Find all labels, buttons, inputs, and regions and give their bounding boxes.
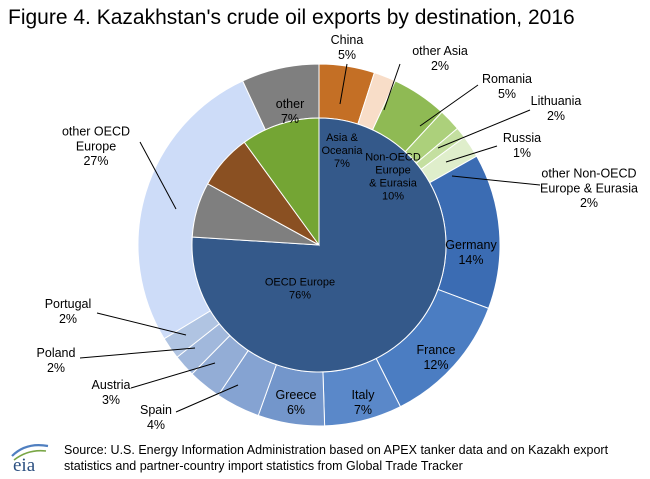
outer-label-other-oecd-europe: other OECD Europe 27% bbox=[62, 125, 130, 169]
leader-other-non-oecd-europe-and-eurasia bbox=[451, 175, 541, 186]
outer-label-spain: Spain 4% bbox=[140, 403, 172, 432]
inner-label-asia-and-oceania: Asia & Oceania 7% bbox=[322, 132, 364, 170]
eia-logo: eia bbox=[8, 440, 54, 476]
outer-label-china: China 5% bbox=[331, 33, 364, 62]
outer-ring bbox=[137, 63, 501, 427]
leader-other-oecd-europe bbox=[139, 141, 177, 210]
leader-austria bbox=[130, 362, 216, 389]
slice-labels: OECD Europe 76% Asia & Oceania 7%Non-OECD Eur… bbox=[37, 33, 638, 432]
outer-label-greece: Greece 6% bbox=[276, 388, 317, 417]
outer-label-poland: Poland 2% bbox=[37, 346, 76, 375]
outer-label-italy: Italy 7% bbox=[352, 388, 376, 417]
leader-other-asia bbox=[383, 63, 401, 111]
inner-ring bbox=[191, 117, 447, 373]
leader-spain bbox=[175, 384, 239, 413]
leader-lines bbox=[79, 63, 541, 413]
leader-russia bbox=[445, 145, 498, 163]
outer-label-france: France 12% bbox=[417, 343, 456, 372]
leader-china bbox=[339, 63, 348, 105]
outer-label-romania: Romania 5% bbox=[482, 72, 532, 101]
outer-label-other-asia: other Asia 2% bbox=[412, 44, 468, 73]
leader-poland bbox=[79, 347, 196, 359]
leader-lithuania bbox=[437, 109, 531, 149]
logo-text: eia bbox=[13, 455, 36, 474]
inner-non-oecd-europe-and-eurasia-slice bbox=[243, 117, 320, 247]
outer-label-portugal: Portugal 2% bbox=[45, 297, 92, 326]
leader-portugal bbox=[96, 312, 187, 336]
outer-label-lithuania: Lithuania 2% bbox=[531, 94, 582, 123]
leader-romania bbox=[419, 84, 479, 127]
outer-label-russia: Russia 1% bbox=[503, 131, 541, 160]
outer-label-other: other 7% bbox=[276, 97, 305, 126]
inner-oecd-europe-slice bbox=[191, 117, 447, 373]
inner-label-oecd-europe: OECD Europe 76% bbox=[265, 276, 335, 301]
outer-label-germany: Germany 14% bbox=[445, 238, 497, 267]
outer-label-austria: Austria 3% bbox=[92, 378, 131, 407]
inner-label-non-oecd-europe-and-eurasia: Non-OECD Europe & Eurasia 10% bbox=[365, 151, 421, 202]
chart-title: Figure 4. Kazakhstan's crude oil exports… bbox=[8, 6, 575, 29]
source-note: Source: U.S. Energy Information Administ… bbox=[64, 443, 609, 473]
outer-label-other-non-oecd-europe-and-eurasia: other Non-OECD Europe & Eurasia 2% bbox=[540, 167, 638, 211]
